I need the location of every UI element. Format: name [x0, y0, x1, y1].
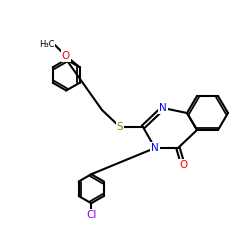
- Text: N: N: [151, 143, 159, 153]
- Text: O: O: [179, 160, 187, 170]
- Text: O: O: [62, 51, 70, 61]
- Text: H₃C: H₃C: [39, 40, 55, 49]
- Text: Cl: Cl: [86, 210, 97, 220]
- Text: N: N: [159, 103, 167, 113]
- Text: S: S: [117, 122, 123, 132]
